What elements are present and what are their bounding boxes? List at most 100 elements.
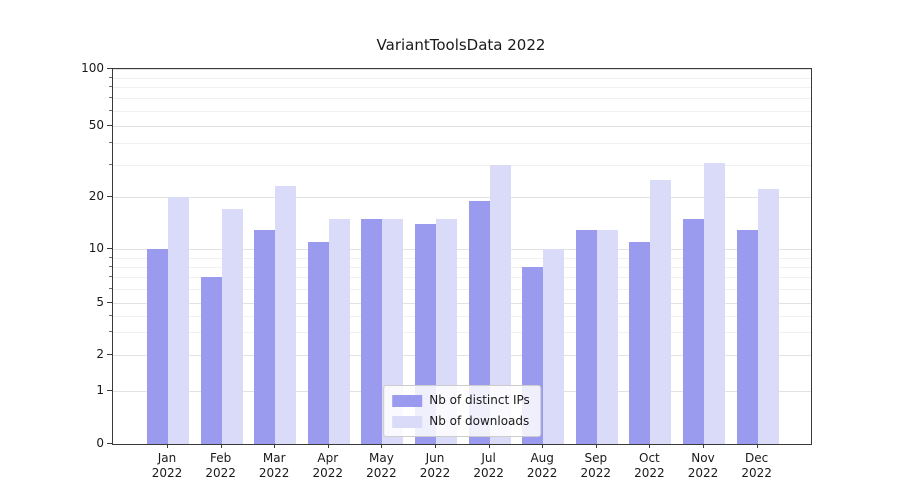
gridline-minor (113, 276, 811, 278)
y-tick-label: 2 (96, 347, 104, 362)
chart-title: VariantToolsData 2022 (376, 36, 546, 54)
y-tick-mark-minor (109, 287, 112, 289)
y-tick-mark-minor (109, 141, 112, 143)
bar-downloads-nov (704, 162, 725, 444)
y-tick-label: 1 (96, 382, 104, 397)
y-tick-mark-minor (109, 265, 112, 267)
gridline-minor (113, 110, 811, 112)
bar-distinct-ips-feb (200, 276, 222, 444)
bar-distinct-ips-apr (307, 242, 329, 444)
bar-downloads-feb (221, 209, 243, 444)
y-tick-label: 50 (88, 117, 104, 132)
bar-downloads-dec (757, 189, 779, 444)
bar-downloads-apr (328, 218, 350, 444)
y-tick-mark (107, 68, 112, 69)
gridline-major (113, 249, 811, 251)
y-tick-mark-minor (109, 76, 112, 78)
y-tick-mark (107, 248, 112, 250)
bar-distinct-ips-nov (683, 218, 704, 444)
x-tick-mark (542, 444, 544, 448)
x-tick-label: Jun 2022 (419, 451, 451, 480)
x-tick-label: Apr 2022 (312, 451, 344, 480)
y-tick-mark (107, 124, 112, 126)
plot-area: Nb of distinct IPs Nb of downloads (112, 68, 812, 445)
bar-distinct-ips-jan (147, 249, 168, 444)
gridline-major (113, 196, 811, 198)
gridline-minor (113, 332, 811, 334)
y-tick-mark (107, 389, 112, 391)
x-tick-mark (488, 444, 490, 448)
bar-distinct-ips-may (361, 218, 383, 444)
x-tick-label: Oct 2022 (634, 451, 665, 480)
gridline-minor (113, 165, 811, 167)
y-tick-label: 100 (81, 61, 104, 75)
y-tick-mark-minor (109, 331, 112, 333)
y-tick-mark (107, 195, 112, 197)
y-tick-mark (107, 354, 112, 356)
x-tick-mark (274, 444, 276, 448)
y-tick-mark-minor (109, 109, 112, 111)
y-tick-mark-minor (109, 275, 112, 277)
x-tick-mark (327, 444, 329, 448)
y-tick-mark-minor (109, 86, 112, 88)
bar-downloads-jan (168, 196, 189, 444)
bar-downloads-jul (489, 165, 511, 444)
gridline-major (113, 303, 811, 304)
y-tick-label: 20 (88, 188, 104, 203)
bar-distinct-ips-sep (575, 229, 597, 444)
legend-item-downloads: Nb of downloads (392, 413, 530, 430)
y-tick-mark (107, 443, 112, 444)
y-tick-mark (107, 302, 112, 303)
gridline-minor (113, 315, 811, 317)
chart-legend: Nb of distinct IPs Nb of downloads (383, 385, 541, 437)
bar-distinct-ips-mar (254, 229, 276, 444)
gridline-minor (113, 142, 811, 144)
gridline-major (113, 69, 811, 70)
y-tick-mark-minor (109, 97, 112, 99)
x-tick-mark (381, 444, 383, 448)
bar-downloads-sep (596, 229, 618, 444)
x-tick-label: Aug 2022 (526, 451, 558, 480)
y-tick-mark-minor (109, 164, 112, 166)
x-tick-mark (756, 444, 758, 448)
x-tick-label: Mar 2022 (258, 451, 290, 480)
x-tick-label: Sep 2022 (580, 451, 612, 480)
x-tick-label: Nov 2022 (687, 451, 719, 480)
x-tick-label: Jan 2022 (151, 451, 183, 480)
legend-label-distinct-ips: Nb of distinct IPs (429, 393, 530, 407)
x-tick-mark (435, 444, 436, 448)
y-tick-label: 0 (96, 436, 104, 450)
gridline-major (113, 355, 811, 357)
gridline-minor (113, 288, 811, 290)
x-tick-label: Feb 2022 (205, 451, 236, 480)
bar-downloads-oct (650, 179, 672, 444)
bar-downloads-mar (275, 186, 297, 444)
legend-item-distinct-ips: Nb of distinct IPs (392, 392, 530, 409)
gridline-minor (113, 77, 811, 79)
y-tick-label: 5 (96, 295, 104, 309)
bar-distinct-ips-oct (629, 242, 651, 444)
x-tick-mark (649, 444, 651, 448)
gridline-minor (113, 87, 811, 89)
x-tick-label: Dec 2022 (741, 451, 772, 480)
gridline-minor (113, 98, 811, 100)
bar-distinct-ips-dec (736, 229, 758, 444)
bar-distinct-ips-jul (468, 200, 490, 444)
x-tick-mark (703, 444, 704, 448)
legend-swatch-downloads (392, 415, 423, 428)
x-tick-label: Jul 2022 (473, 451, 504, 480)
y-tick-mark-minor (109, 256, 112, 258)
legend-label-downloads: Nb of downloads (429, 414, 530, 428)
gridline-minor (113, 257, 811, 259)
x-tick-mark (220, 444, 222, 448)
legend-swatch-distinct-ips (392, 394, 423, 407)
bar-downloads-aug (543, 249, 565, 444)
y-tick-label: 10 (88, 241, 104, 256)
y-tick-mark-minor (109, 314, 112, 316)
x-tick-mark (595, 444, 597, 448)
gridline-major (113, 125, 811, 127)
x-tick-label: May 2022 (366, 451, 397, 480)
x-tick-mark (167, 444, 168, 448)
gridline-minor (113, 266, 811, 268)
